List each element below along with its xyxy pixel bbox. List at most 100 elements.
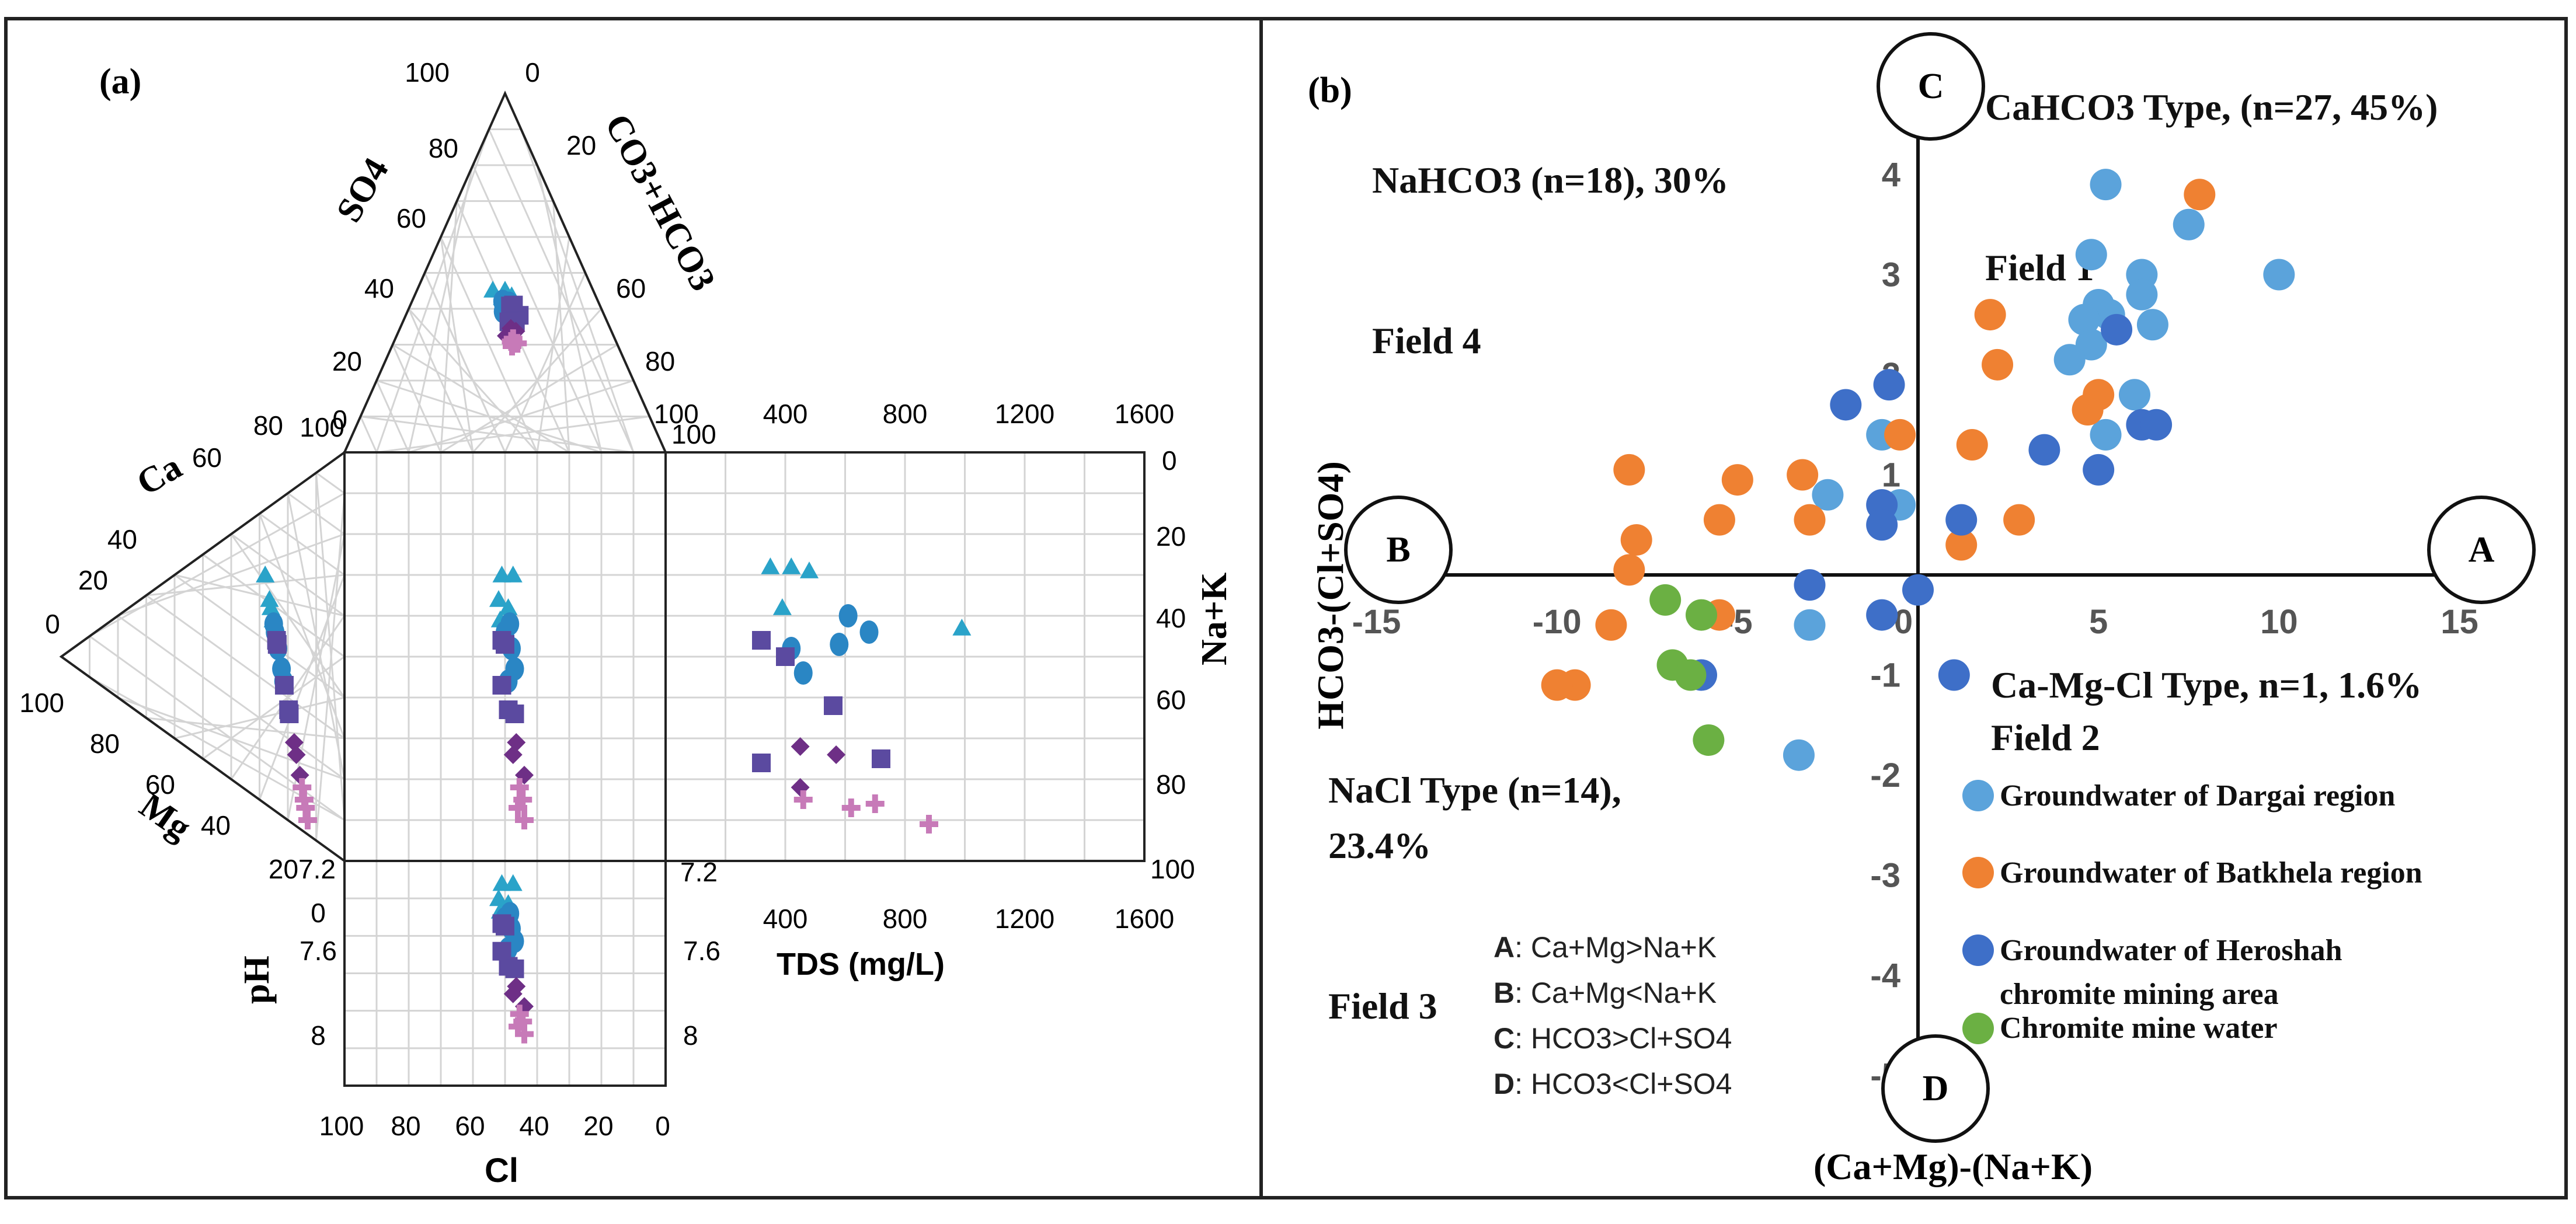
- quadrant-marker-d-label: D: [1923, 1069, 1949, 1108]
- tds-point-1: [782, 557, 801, 574]
- point-series-2-1: [1830, 389, 1862, 421]
- mg-tick-40: 40: [201, 810, 231, 841]
- point-series-0-4: [2263, 259, 2295, 291]
- left-triangle-point-11: [267, 635, 287, 654]
- ph-point-21: [515, 1024, 534, 1044]
- panel-a-outlines: [59, 90, 1146, 1087]
- cl-tick-80: 80: [391, 1111, 420, 1141]
- tds-bottom-tick-1200: 1200: [995, 904, 1054, 934]
- y-tick-label: 1: [1882, 456, 1900, 494]
- point-series-1-7: [1613, 454, 1645, 486]
- point-series-1-11: [1794, 504, 1826, 536]
- co3-tick-60: 60: [616, 273, 646, 304]
- point-series-1-1: [1974, 299, 2006, 331]
- annotation-field3: Field 3: [1328, 985, 1437, 1027]
- na-k-tick-80: 80: [1156, 769, 1186, 800]
- annotation-field4: Field 4: [1372, 320, 1481, 361]
- tds-point-4: [772, 598, 792, 615]
- tds-point-17: [791, 778, 810, 797]
- y-tick-label: -1: [1870, 657, 1900, 695]
- cl-tick-20: 20: [583, 1111, 613, 1141]
- quadrant-marker-b: B: [1344, 496, 1453, 604]
- so4-ticks: 100 80 60 40 20 0 0 20 60 80 100: [332, 57, 699, 435]
- y-tick-label: 4: [1882, 156, 1900, 194]
- x-tick-label: -15: [1352, 603, 1401, 641]
- key-d: D: HCO3<Cl+SO4: [1494, 1068, 1732, 1100]
- x-tick-label: -10: [1533, 603, 1582, 641]
- na-k-tick-60: 60: [1156, 685, 1186, 715]
- tds-point-14: [752, 754, 771, 772]
- point-series-2-5: [2028, 434, 2060, 466]
- ph-axis-label: pH: [237, 956, 277, 1004]
- legend-marker-dargai: [1962, 780, 1994, 811]
- square-point-18: [510, 778, 529, 797]
- na-k-ticks: 0 20 40 60 80 100: [1150, 445, 1195, 884]
- tds-point-18: [793, 790, 813, 809]
- point-series-0-1: [2075, 239, 2107, 271]
- so4-tick-60: 60: [396, 203, 426, 233]
- left-triangle-point-12: [274, 676, 294, 695]
- point-series-0-16: [1812, 479, 1844, 511]
- point-series-1-19: [1541, 669, 1573, 701]
- x-ticks: -15 -10 -5 0 5 10 15: [1352, 603, 2478, 641]
- tds-point-11: [776, 647, 795, 666]
- point-series-2-14: [1938, 659, 1970, 691]
- point-series-1-17: [1595, 609, 1627, 641]
- annotation-nacl-pct: 23.4%: [1328, 825, 1431, 866]
- point-series-1-2: [1982, 348, 2014, 381]
- tds-point-21: [920, 815, 938, 834]
- ph-ticks: 0 7.6 8 7.2 7.6 8: [300, 857, 720, 1051]
- point-series-2-7: [1945, 504, 1978, 536]
- y-tick-label: -4: [1870, 957, 1900, 995]
- legend-marker-heroshah: [1962, 934, 1994, 966]
- tds-panel-outline: [664, 451, 1146, 862]
- annotation-ca-mg-cl: Ca-Mg-Cl Type, n=1, 1.6%: [1991, 664, 2422, 706]
- mg-tick-60: 60: [145, 769, 175, 800]
- y-ticks: -5-4-3-2-112345: [1870, 56, 1900, 1095]
- ca-axis-label: Ca: [130, 447, 189, 503]
- so4-tick-40: 40: [364, 273, 394, 304]
- legend-marker-batkhela: [1962, 857, 1994, 888]
- point-series-0-9: [2136, 309, 2168, 341]
- point-series-2-6: [2083, 454, 2115, 486]
- tds-top-tick-800: 800: [883, 399, 928, 429]
- point-series-2-10: [1794, 569, 1826, 601]
- legend-label-heroshah-line2: chromite mining area: [2000, 978, 2279, 1011]
- left-triangle-point-2: [260, 590, 279, 607]
- tds-axis-label: TDS (mg/L): [777, 947, 945, 982]
- point-series-1-13: [1945, 529, 1978, 561]
- so4-tick-100: 100: [405, 57, 450, 88]
- tds-point-7: [830, 633, 849, 656]
- x-tick-label: 15: [2441, 603, 2478, 641]
- point-series-0-12: [2090, 419, 2122, 451]
- tds-point-2: [800, 562, 819, 578]
- annotations: CaHCO3 Type, (n=27, 45%) Field 1 NaHCO3 …: [1328, 86, 2438, 1027]
- na-k-tick-20: 20: [1156, 521, 1186, 552]
- quadrant-marker-b-label: B: [1386, 530, 1410, 570]
- ph-left-tick-8: 8: [311, 1020, 326, 1051]
- point-series-3-1: [1686, 599, 1717, 631]
- point-series-2-4: [2140, 409, 2173, 441]
- ph-right-tick-7-2: 7.2: [680, 857, 718, 887]
- point-series-1-5: [1884, 419, 1916, 451]
- ph-point-2: [489, 889, 508, 906]
- ph-point-1: [503, 874, 523, 891]
- point-series-1-8: [1721, 464, 1753, 496]
- legend-label-batkhela: Groundwater of Batkhela region: [2000, 856, 2422, 890]
- y-tick-label: -2: [1870, 756, 1900, 794]
- co3-tick-20: 20: [566, 130, 596, 161]
- annotation-cahco3: CaHCO3 Type, (n=27, 45%): [1985, 86, 2438, 128]
- cl-ticks: 100 80 60 40 20 0: [319, 1111, 670, 1141]
- tds-bottom-tick-800: 800: [883, 904, 928, 934]
- co3-tick-80: 80: [645, 346, 675, 376]
- panel-b-points: [1541, 169, 2295, 771]
- tds-point-16: [827, 745, 846, 764]
- point-series-2-12: [1866, 599, 1898, 631]
- point-series-1-12: [2003, 504, 2035, 536]
- so4-tick-0: 0: [332, 404, 347, 435]
- ph-point-16: [503, 984, 523, 1003]
- tds-top-tick-1200: 1200: [995, 399, 1054, 429]
- cl-axis-label: Cl: [485, 1152, 518, 1190]
- mg-tick-100: 100: [19, 688, 64, 718]
